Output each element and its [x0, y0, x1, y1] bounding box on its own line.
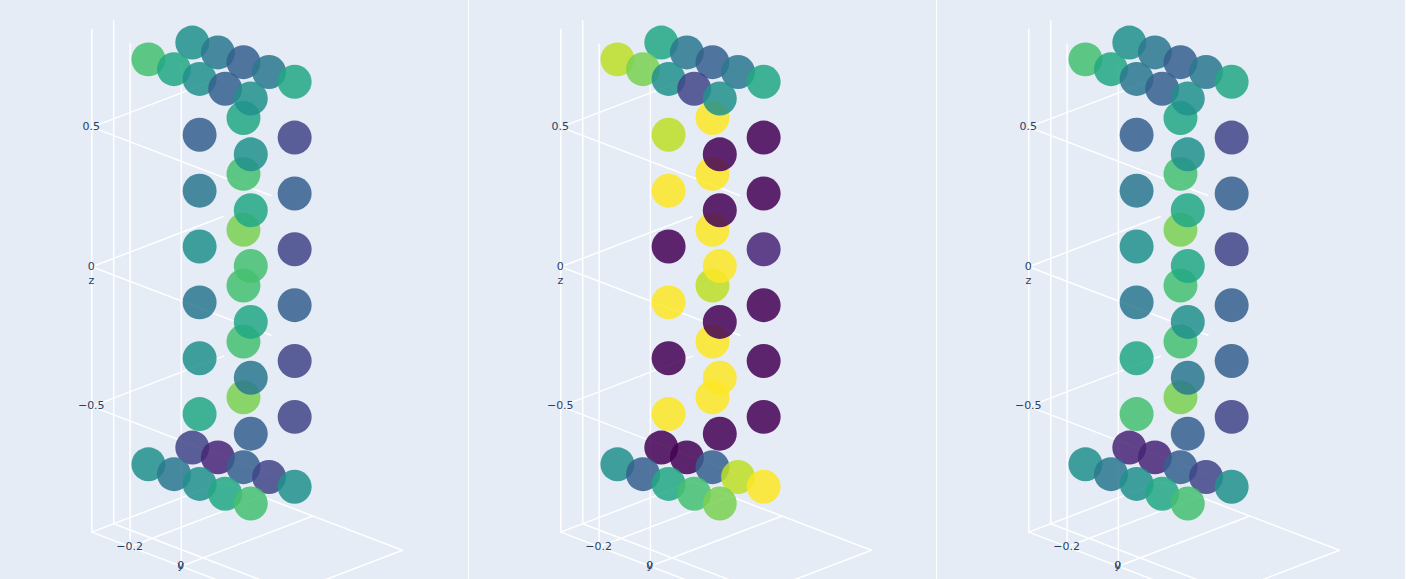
svg-text:−0.5: −0.5 [78, 399, 105, 412]
svg-text:0: 0 [88, 260, 95, 273]
svg-text:0.5: 0.5 [551, 120, 568, 133]
svg-text:0: 0 [646, 559, 653, 572]
svg-text:0.5: 0.5 [83, 120, 100, 133]
svg-text:0.5: 0.5 [1020, 120, 1037, 133]
svg-text:y: y [646, 559, 653, 572]
svg-text:−0.2: −0.2 [585, 540, 612, 553]
svg-text:y: y [178, 559, 185, 572]
svg-text:0: 0 [1025, 260, 1032, 273]
svg-text:−0.2: −0.2 [1054, 540, 1081, 553]
svg-text:y: y [1115, 559, 1122, 572]
svg-text:z: z [557, 274, 563, 287]
svg-text:0: 0 [1115, 559, 1122, 572]
svg-text:z: z [1026, 274, 1032, 287]
svg-text:0: 0 [177, 559, 184, 572]
svg-text:−0.5: −0.5 [1015, 399, 1042, 412]
svg-text:z: z [88, 274, 94, 287]
svg-text:0: 0 [556, 260, 563, 273]
svg-text:−0.5: −0.5 [547, 399, 574, 412]
svg-text:−0.2: −0.2 [116, 540, 143, 553]
